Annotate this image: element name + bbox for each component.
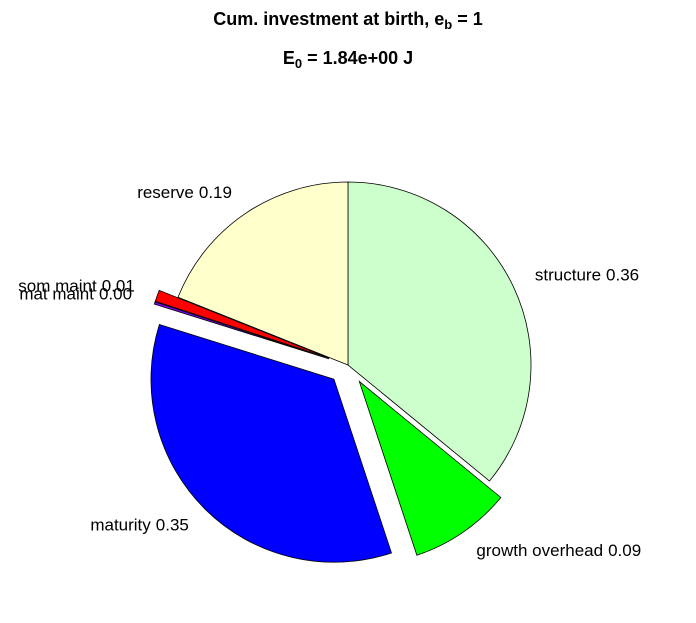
slice-value: 0.09	[608, 541, 641, 560]
slice-value: 0.19	[199, 183, 232, 202]
slice-value: 0.35	[156, 516, 189, 535]
pie-slice	[153, 301, 330, 360]
slice-label: mat maint 0.00	[19, 285, 132, 304]
title-after: = 1	[452, 9, 483, 29]
slice-name: maturity	[90, 516, 151, 535]
slice-label: som maint 0.01	[18, 277, 135, 296]
pie-slice	[154, 289, 330, 359]
title-text: Cum. investment at birth, e	[213, 9, 444, 29]
slice-value: 0.01	[102, 277, 135, 296]
slice-name: structure	[535, 266, 601, 285]
subtitle-after: = 1.84e+00 J	[302, 48, 413, 68]
subtitle-text: E	[283, 48, 295, 68]
slice-label: maturity 0.35	[90, 516, 189, 535]
pie-slice	[150, 323, 393, 563]
slice-name: mat maint	[19, 285, 94, 304]
slice-value: 0.36	[606, 266, 639, 285]
pie-slice	[177, 181, 349, 366]
pie-slice	[347, 181, 532, 482]
slice-label: growth overhead 0.09	[476, 541, 641, 560]
slice-name: growth overhead	[476, 541, 603, 560]
subtitle-sub: 0	[295, 56, 302, 71]
slice-name: som maint	[18, 277, 97, 296]
slice-label: reserve 0.19	[137, 183, 232, 202]
pie-slice	[358, 380, 502, 556]
slice-label: structure 0.36	[535, 266, 639, 285]
slice-value: 0.00	[99, 285, 132, 304]
slice-name: reserve	[137, 183, 194, 202]
chart-subtitle: E0 = 1.84e+00 J	[283, 48, 413, 72]
title-sub: b	[444, 17, 452, 32]
chart-title: Cum. investment at birth, eb = 1	[213, 9, 483, 33]
